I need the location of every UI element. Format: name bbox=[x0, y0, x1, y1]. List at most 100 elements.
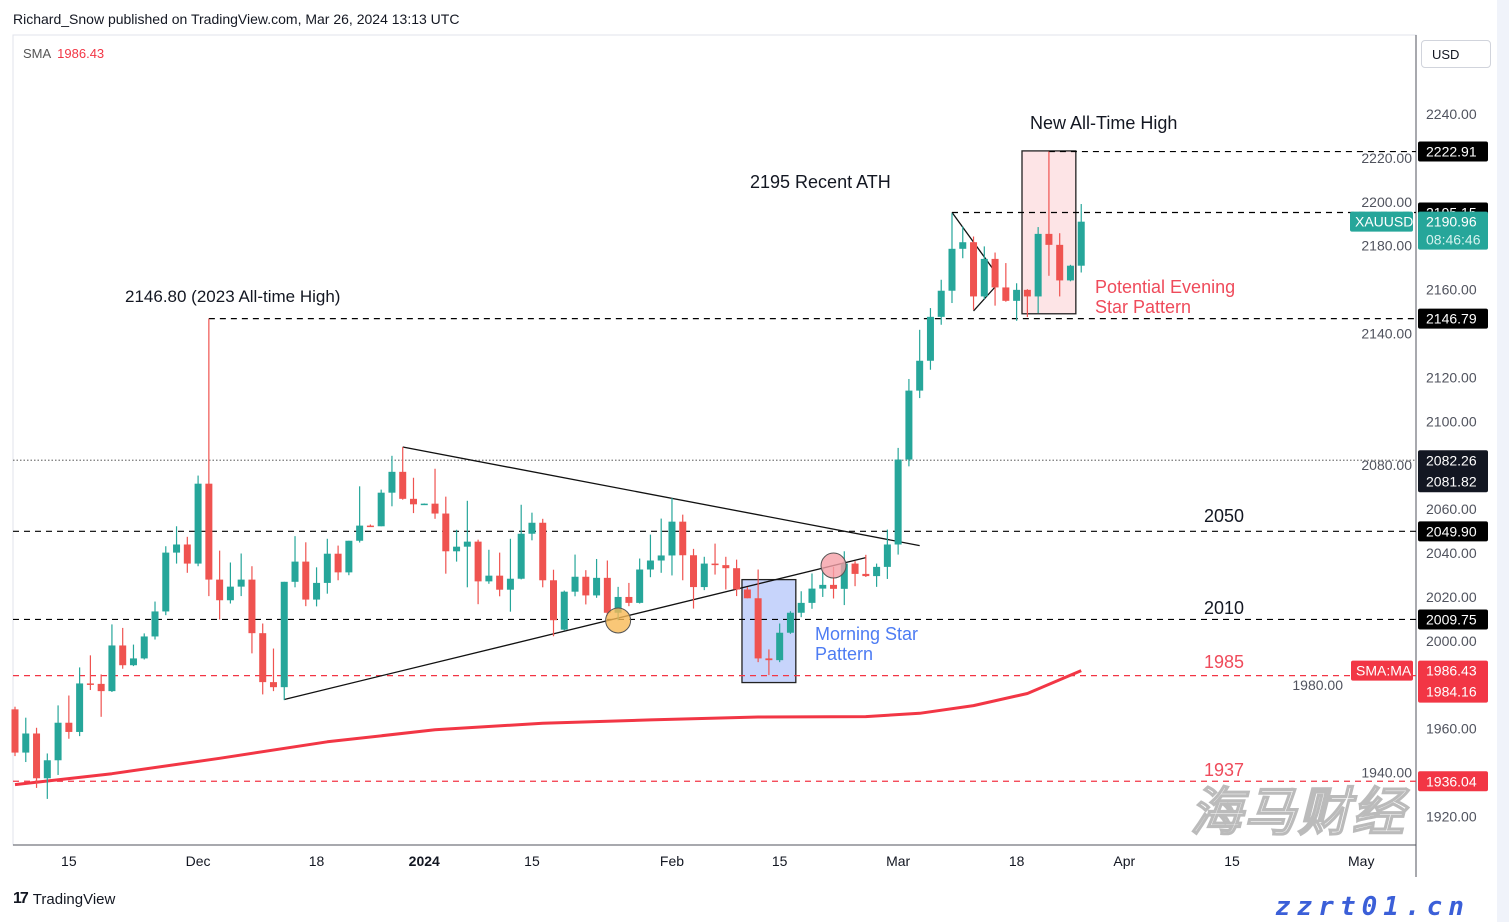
candle-body bbox=[76, 683, 84, 732]
candle-body bbox=[474, 541, 482, 582]
candle-body bbox=[496, 575, 504, 590]
evening-star-line1: Potential Evening bbox=[1095, 277, 1236, 297]
stacked-tag-bg bbox=[1418, 450, 1488, 493]
candle bbox=[54, 705, 62, 775]
candle bbox=[797, 591, 805, 618]
candle-body bbox=[528, 522, 536, 534]
candle-body bbox=[43, 760, 51, 779]
candle-body bbox=[151, 611, 159, 637]
candle bbox=[582, 570, 590, 605]
candle bbox=[194, 475, 202, 567]
candle bbox=[474, 539, 482, 605]
plot-area bbox=[12, 34, 1417, 846]
morning-star-line1: Morning Star bbox=[815, 624, 919, 644]
candle-body bbox=[722, 565, 730, 569]
candle bbox=[883, 529, 891, 579]
candle bbox=[808, 573, 816, 609]
x-tick-label: Mar bbox=[886, 853, 910, 869]
x-tick-label: 15 bbox=[772, 853, 788, 869]
tradingview-logo[interactable]: 17 TradingView bbox=[13, 890, 115, 908]
price-tag-2049-90-bg bbox=[1418, 521, 1488, 542]
candle-body bbox=[550, 580, 557, 621]
candle-body bbox=[819, 584, 827, 589]
candle-body bbox=[862, 573, 870, 577]
y-tick-label: 2100.00 bbox=[1426, 413, 1477, 429]
candle-body bbox=[765, 658, 773, 661]
x-tick-label: Dec bbox=[186, 853, 211, 869]
candle-body bbox=[1066, 265, 1074, 281]
candle-body bbox=[959, 242, 967, 249]
candle-body bbox=[560, 591, 568, 630]
candle-body bbox=[926, 316, 934, 361]
price-tag-2146-79: 2146.79 bbox=[1426, 311, 1477, 327]
annotation-1985: 1985 bbox=[1204, 652, 1245, 672]
y-tick-label: 1940.00 bbox=[1361, 765, 1412, 781]
y-tick-label: 2220.00 bbox=[1361, 150, 1412, 166]
candle bbox=[463, 500, 471, 588]
price-tag-2082-26: 2082.26 bbox=[1426, 452, 1477, 468]
y-tick-label: 2160.00 bbox=[1426, 282, 1477, 298]
candle bbox=[366, 524, 374, 528]
candle-body bbox=[291, 561, 299, 582]
candle-body bbox=[302, 561, 310, 600]
candle-body bbox=[894, 459, 902, 545]
last-price-tag-bg bbox=[1418, 211, 1488, 250]
candle-body bbox=[593, 577, 601, 596]
candle bbox=[86, 655, 94, 691]
sma-legend[interactable]: SMA 1986.43 bbox=[23, 46, 104, 61]
candle bbox=[183, 536, 191, 573]
candle-body bbox=[679, 521, 687, 556]
candle bbox=[991, 252, 999, 306]
candle-body bbox=[356, 525, 364, 541]
annotation-2010: 2010 bbox=[1204, 598, 1245, 618]
candle bbox=[485, 549, 493, 584]
candle-body bbox=[216, 579, 224, 601]
candle bbox=[280, 581, 288, 701]
y-tick-label: 2040.00 bbox=[1426, 545, 1477, 561]
candle bbox=[151, 601, 159, 640]
candle-body bbox=[970, 242, 978, 297]
candle bbox=[646, 534, 654, 578]
sma-legend-name: SMA bbox=[23, 46, 52, 61]
tv-logo-text: TradingView bbox=[32, 890, 116, 908]
candle bbox=[302, 542, 310, 607]
candle bbox=[603, 560, 611, 617]
candle bbox=[1013, 283, 1021, 321]
candle-body bbox=[108, 645, 116, 692]
candle-body bbox=[65, 722, 73, 732]
candle bbox=[496, 552, 504, 597]
candle-body bbox=[1077, 221, 1085, 266]
candle bbox=[593, 558, 601, 598]
candle-body bbox=[873, 566, 881, 577]
candle-body bbox=[183, 544, 191, 564]
currency-button[interactable]: USD bbox=[1421, 40, 1491, 68]
candle-body bbox=[636, 569, 644, 603]
price-tag-2146-79-bg bbox=[1418, 308, 1488, 329]
candle bbox=[668, 497, 676, 576]
candle bbox=[539, 518, 547, 588]
candle-body bbox=[463, 541, 471, 547]
candle bbox=[550, 569, 557, 637]
candle-body bbox=[830, 584, 838, 589]
candle-body bbox=[313, 582, 321, 600]
sma-tag-bg bbox=[1418, 660, 1488, 703]
sma-line bbox=[14, 669, 1082, 787]
candle bbox=[345, 540, 353, 576]
y-tick-label: 2000.00 bbox=[1426, 633, 1477, 649]
candle bbox=[560, 590, 568, 631]
candle bbox=[11, 706, 19, 757]
candle-body bbox=[388, 471, 396, 493]
y-tick-label: 2120.00 bbox=[1426, 369, 1477, 385]
candle bbox=[905, 378, 913, 467]
trendline bbox=[402, 446, 920, 547]
candle-body bbox=[754, 598, 762, 659]
y-tick-label: 2060.00 bbox=[1426, 501, 1477, 517]
candle-body bbox=[711, 563, 719, 566]
candle bbox=[636, 558, 644, 604]
evening-star-line2: Star Pattern bbox=[1095, 297, 1192, 317]
x-tick-label: May bbox=[1348, 853, 1374, 869]
trendline bbox=[284, 557, 866, 701]
candle-body bbox=[420, 503, 428, 506]
candle-body bbox=[485, 575, 493, 582]
